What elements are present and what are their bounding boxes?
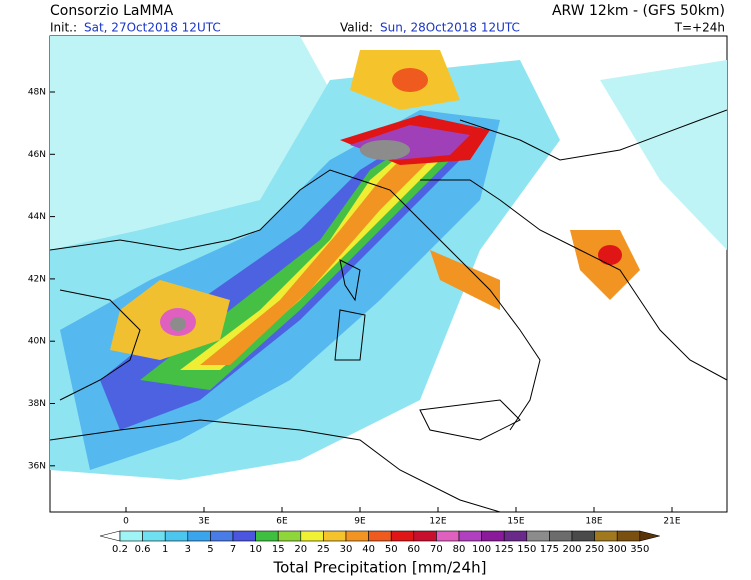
colorbar-cell	[526, 530, 550, 542]
colorbar-label: 150	[517, 544, 536, 555]
colorbar-cell	[413, 530, 437, 542]
lon-label: 12E	[429, 517, 446, 527]
colorbar-cell	[210, 530, 234, 542]
colorbar-label: 0.2	[112, 544, 128, 555]
colorbar-cell	[436, 530, 460, 542]
colorbar-cell	[503, 530, 528, 542]
colorbar-label: 70	[430, 544, 443, 555]
map: 48N 46N 44N 42N 40N 38N 36N 0 3E 6E 9E 12E 15E 18E 21…	[28, 35, 728, 527]
lon-label: 9E	[354, 517, 366, 527]
model: ARW 12km - (GFS 50km)	[552, 3, 725, 19]
lat-label: 36N	[28, 461, 46, 471]
colorbar-label: 30	[340, 544, 353, 555]
colorbar-label: 1	[162, 544, 168, 555]
colorbar-cell	[571, 530, 595, 542]
colorbar-cell	[277, 530, 302, 542]
lat-label: 42N	[28, 274, 46, 284]
init-time: Sat, 27Oct2018 12UTC	[84, 21, 221, 35]
colorbar: 0.2 0.6 1 3 5 7 10 15 20 25 30 40 50 60 70 80 100 125 150 1…	[99, 530, 660, 555]
colorbar-label: 10	[249, 544, 262, 555]
colorbar-label: 40	[362, 544, 375, 555]
lead-time: T=+24h	[674, 21, 725, 35]
colorbar-label: 100	[472, 544, 491, 555]
lat-label: 44N	[28, 212, 46, 222]
init-label: Init.:	[50, 21, 77, 35]
colorbar-label: 5	[207, 544, 213, 555]
colorbar-label: 7	[230, 544, 236, 555]
colorbar-label: 250	[585, 544, 604, 555]
colorbar-cell	[232, 530, 256, 542]
colorbar-label: 350	[630, 544, 649, 555]
colorbar-title: Total Precipitation [mm/24h]	[273, 559, 487, 577]
valid-label: Valid:	[340, 21, 373, 35]
lon-labels: 0 3E 6E 9E 12E 15E 18E 21E	[123, 507, 681, 527]
colorbar-label: 80	[453, 544, 466, 555]
colorbar-cell	[300, 530, 324, 542]
colorbar-label: 0.6	[135, 544, 151, 555]
colorbar-cell	[345, 530, 369, 542]
colorbar-cell	[187, 530, 211, 542]
colorbar-label: 200	[562, 544, 581, 555]
colorbar-cell	[99, 530, 121, 542]
colorbar-cell	[549, 530, 573, 542]
colorbar-cell	[164, 530, 189, 542]
colorbar-cell	[616, 530, 641, 542]
lon-label: 6E	[276, 517, 288, 527]
colorbar-label: 25	[317, 544, 330, 555]
lat-label: 48N	[28, 88, 46, 98]
colorbar-cell	[594, 530, 618, 542]
colorbar-label: 20	[294, 544, 307, 555]
lat-label: 46N	[28, 150, 46, 160]
colorbar-label: 60	[407, 544, 420, 555]
colorbar-label: 175	[540, 544, 559, 555]
lat-label: 40N	[28, 337, 46, 347]
colorbar-cell	[368, 530, 392, 542]
colorbar-label: 125	[495, 544, 514, 555]
lat-labels: 48N 46N 44N 42N 40N 38N 36N	[28, 88, 55, 471]
colorbar-label: 15	[272, 544, 285, 555]
colorbar-label: 50	[385, 544, 398, 555]
lon-label: 18E	[585, 517, 602, 527]
colorbar-cell	[255, 530, 279, 542]
lon-label: 15E	[507, 517, 524, 527]
lon-label: 0	[123, 517, 129, 527]
title: Consorzio LaMMA	[50, 3, 174, 19]
coastlines	[50, 109, 727, 512]
precip-field	[50, 36, 727, 480]
colorbar-cell	[639, 530, 660, 542]
colorbar-cell	[119, 530, 143, 542]
lon-label: 3E	[198, 517, 210, 527]
valid-time: Sun, 28Oct2018 12UTC	[380, 21, 520, 35]
lon-label: 21E	[663, 517, 680, 527]
lat-label: 38N	[28, 399, 46, 409]
colorbar-cell	[390, 530, 415, 542]
colorbar-cell	[481, 530, 505, 542]
colorbar-cell	[142, 530, 166, 542]
colorbar-label: 3	[185, 544, 191, 555]
colorbar-cell	[458, 530, 482, 542]
colorbar-cell	[323, 530, 347, 542]
colorbar-label: 300	[608, 544, 627, 555]
